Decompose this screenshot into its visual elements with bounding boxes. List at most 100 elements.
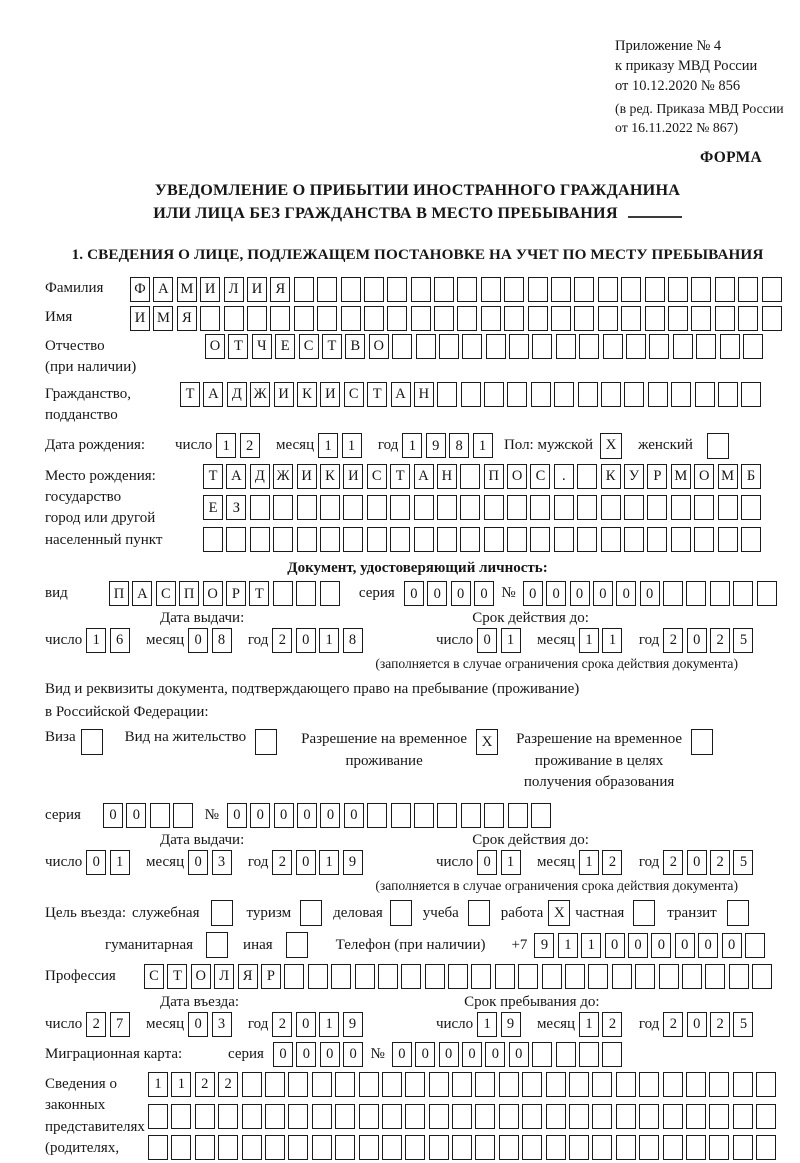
permit-series-label: серия [45,807,81,824]
char-cell [264,1135,285,1161]
char-cell [647,526,668,552]
char-cell [241,1103,262,1129]
char-cell: 0 [296,1042,317,1068]
char-cell: Р [225,581,246,607]
char-cell: 0 [427,581,448,607]
char-cell: М [717,463,738,489]
char-cell [732,1103,753,1129]
char-cell: Т [180,382,200,408]
char-cell: И [320,382,341,408]
temp-residence-edu-label: Разрешение на временное проживание в цел… [516,731,683,790]
char-cell [615,1103,636,1129]
char-cell [714,305,735,331]
char-cell: К [319,463,340,489]
char-cell [602,334,623,360]
char-cell [686,581,707,607]
char-cell [438,334,459,360]
char-cell [317,277,338,303]
char-cell [522,1135,543,1161]
purpose-row2: гуманитарная иная Телефон (при наличии) … [45,932,790,959]
char-cell [577,495,598,521]
char-cell [600,495,621,521]
residence-permit-label: Вид на жительство [124,729,247,746]
char-cell [437,803,458,829]
char-cell: И [130,305,150,331]
char-cell [319,581,340,607]
char-cell: Т [367,382,388,408]
char-cell [194,1103,215,1129]
patronymic-label: Отчество (при наличии) [45,338,137,376]
purpose-humanitarian-label: гуманитарная [105,936,194,953]
char-cell: 1 [579,627,600,653]
char-cell [390,803,411,829]
char-cell [597,305,618,331]
char-cell: А [132,581,153,607]
purpose-official-label: служебная [131,904,200,921]
char-cell [551,305,572,331]
char-cell: 0 [188,849,209,875]
entry-date-label: Дата въезда: [160,994,240,1011]
char-cell: Ж [250,382,271,408]
char-cell: И [246,277,267,303]
char-cell [448,964,469,990]
char-cell [293,277,314,303]
char-cell [387,277,408,303]
char-cell: М [153,305,174,331]
char-cell: 7 [109,1012,130,1038]
char-cell [387,305,408,331]
char-cell: 2 [602,1012,623,1038]
char-cell [600,526,621,552]
char-cell [732,1072,753,1098]
permit-issue-label: Дата выдачи: [160,831,245,848]
char-cell [545,1103,566,1129]
sex-female-checkbox [706,432,729,459]
char-cell: 2 [602,849,623,875]
char-cell: С [298,334,319,360]
char-cell: С [155,581,176,607]
purpose-business-label: деловая [333,904,383,921]
char-cell [363,277,384,303]
char-cell: А [390,382,411,408]
char-cell [405,1135,426,1161]
char-cell: 1 [602,627,623,653]
residence-doc-options-row: Виза Вид на жительство Разрешение на вре… [45,729,790,793]
char-cell [288,1072,309,1098]
char-cell: И [273,382,294,408]
purpose-row: Цель въезда: служебная туризм деловая уч… [45,900,790,927]
char-cell: А [413,463,434,489]
char-cell [366,495,387,521]
char-cell [340,305,361,331]
permit-valid-label: Срок действия до: [472,831,589,848]
char-cell [691,305,712,331]
char-cell: 1 [86,627,107,653]
char-cell [223,305,244,331]
char-cell: 0 [686,849,707,875]
char-cell [577,463,598,489]
char-cell [475,1135,496,1161]
char-cell [296,526,317,552]
char-cell [428,1072,449,1098]
temp-residence-label: Разрешение на временное проживание [301,731,468,769]
given-name-label: Имя [45,308,73,325]
char-cell [569,1135,590,1161]
char-cell: 0 [273,803,294,829]
stay-until-label: Срок пребывания до: [464,994,600,1011]
char-cell: 0 [343,803,364,829]
purpose-study-label: учеба [422,904,459,921]
char-cell: 8 [211,627,232,653]
char-cell [685,1135,706,1161]
char-cell [522,1072,543,1098]
char-cell [485,334,506,360]
char-cell [414,803,434,829]
char-cell [588,964,609,990]
char-cell [647,495,668,521]
purpose-other-checkbox [285,932,308,959]
